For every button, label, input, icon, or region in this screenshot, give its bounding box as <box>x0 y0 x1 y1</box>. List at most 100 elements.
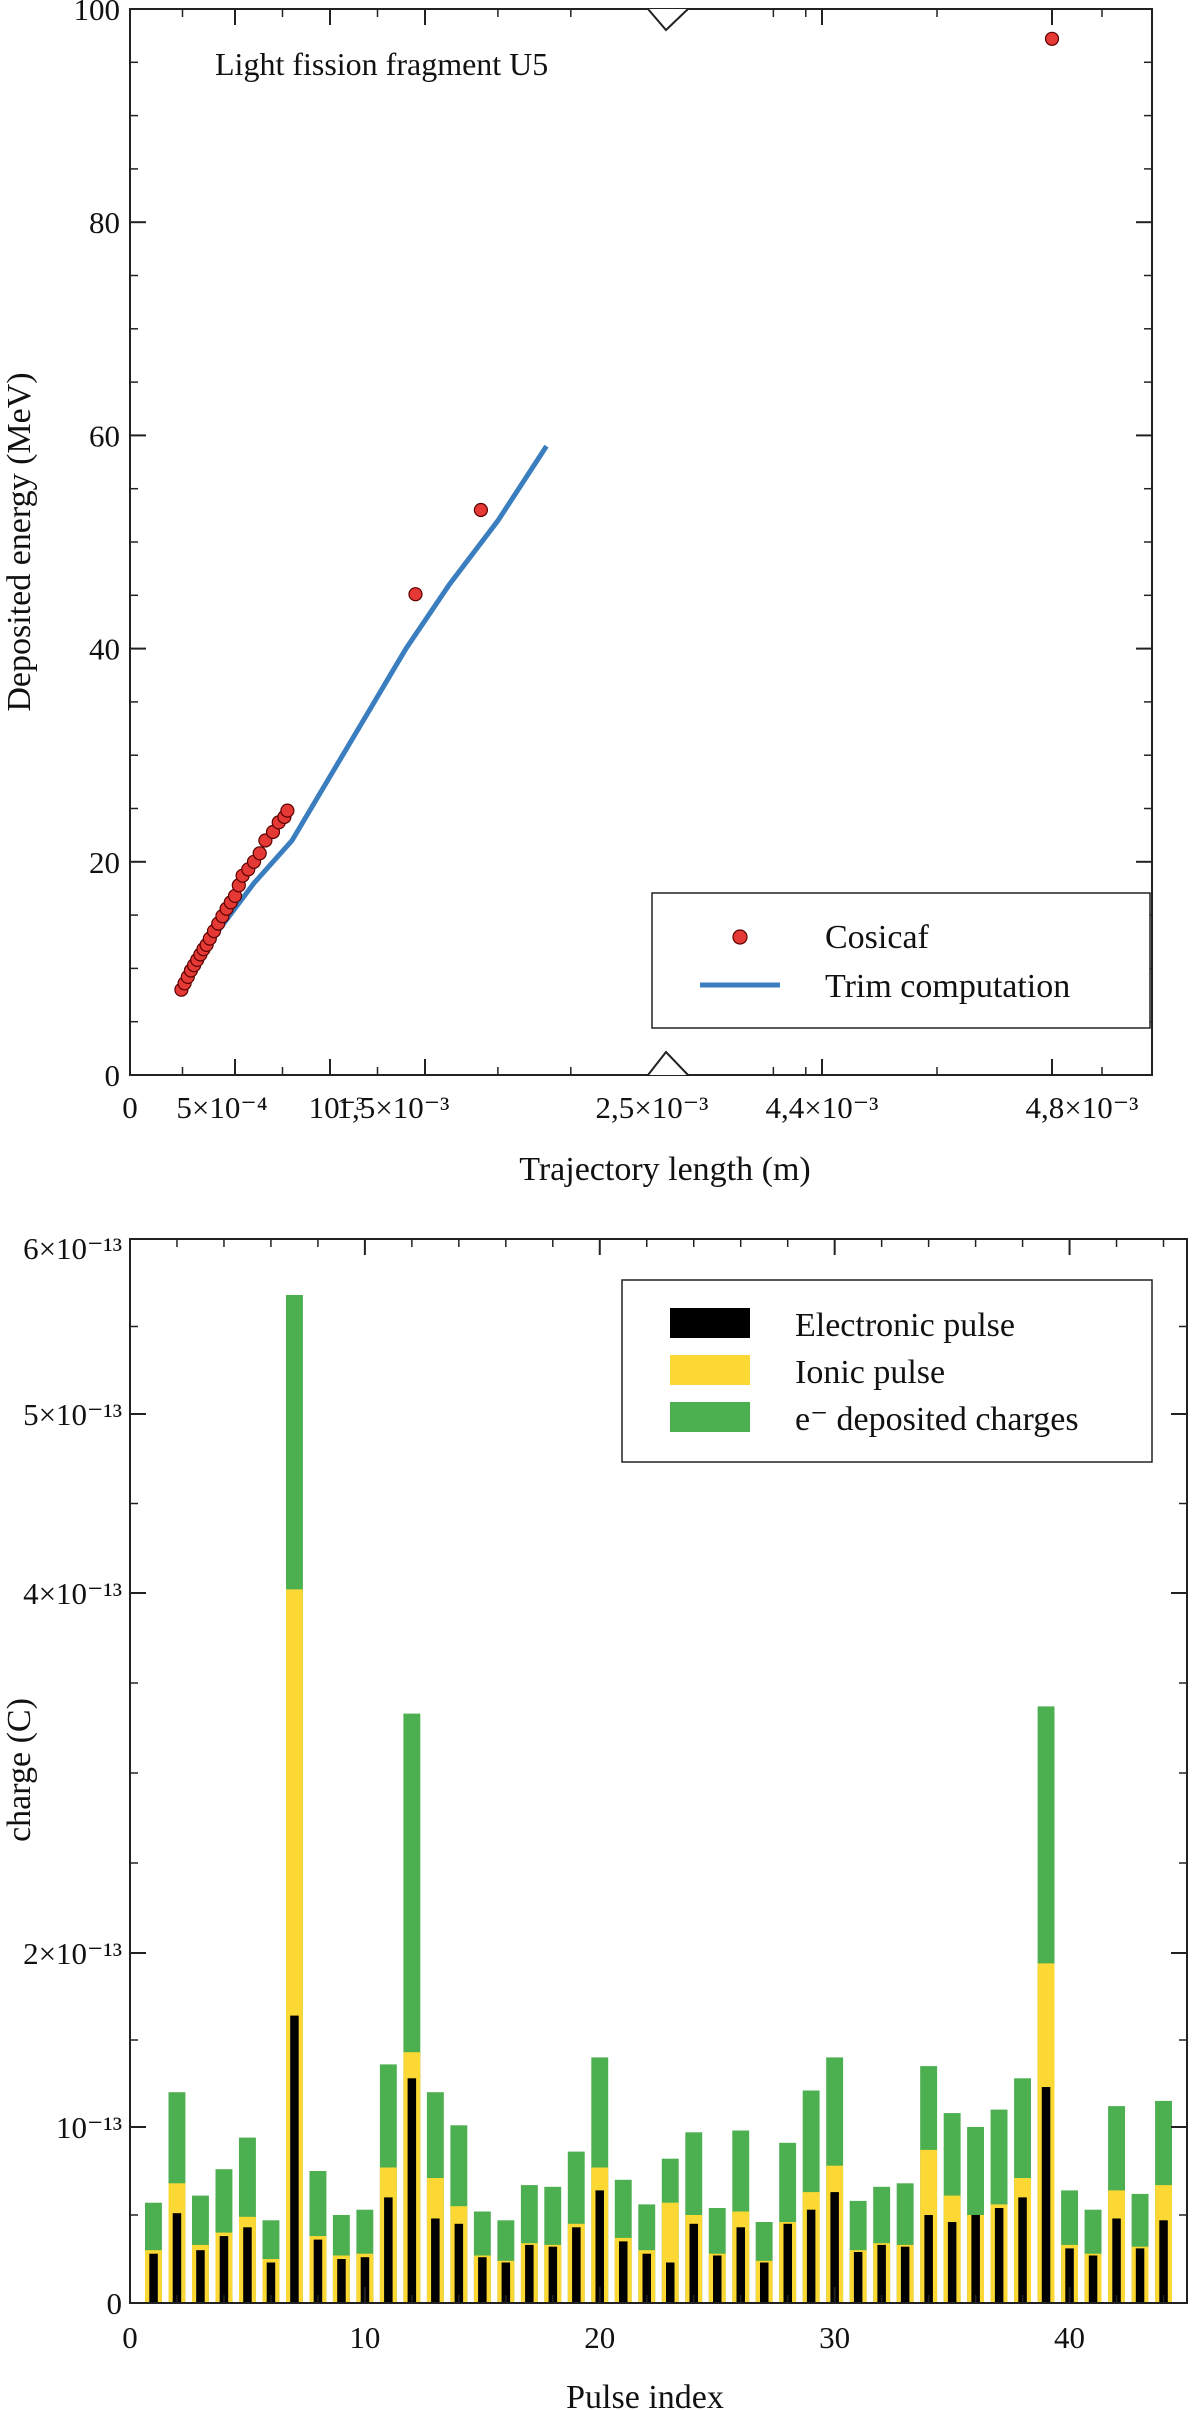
top-y-tick-label: 40 <box>89 632 120 667</box>
electronic-pulse-bar <box>830 2192 839 2303</box>
electronic-pulse-bar <box>1159 2220 1168 2303</box>
legend-ionic-swatch <box>670 1355 750 1385</box>
legend-cosicaf-marker <box>732 929 748 945</box>
cosicaf-point <box>1044 31 1060 46</box>
top-y-ticks: 0 20 40 60 80 100 <box>74 0 1152 1093</box>
top-x-tick-label: 10⁻³ <box>309 1090 366 1125</box>
legend-cosicaf-label: Cosicaf <box>825 919 930 956</box>
top-y-tick-label: 60 <box>89 418 120 453</box>
bottom-plot-frame <box>129 1238 1188 2304</box>
electronic-pulse-bar <box>1041 2087 1051 2303</box>
electronic-pulse-bar <box>290 2015 299 2303</box>
electronic-pulse-bar <box>431 2218 440 2303</box>
top-y-tick-label: 0 <box>105 1058 121 1093</box>
electronic-pulse-bar <box>572 2227 581 2303</box>
electronic-pulse-bar <box>384 2197 393 2303</box>
electronic-pulse-bar <box>407 2078 417 2303</box>
bottom-x-tick-label: 10 <box>349 2320 380 2355</box>
top-x-tick-label: 1,5×10⁻³ <box>337 1090 450 1125</box>
electronic-pulse-bar <box>478 2257 487 2303</box>
energy-vs-length-chart: 0 5×10⁻⁴ 10⁻³1,5×10⁻³ 2,5×10⁻³ 4,4×10⁻³ 4,8×1… <box>1 0 1153 1188</box>
electronic-pulse-bar <box>713 2255 722 2303</box>
bottom-y-axis-label: charge (C) <box>1 1698 38 1842</box>
top-x-ticks: 0 5×10⁻⁴ 10⁻³1,5×10⁻³ 2,5×10⁻³ 4,4×10⁻³ 4,8×1… <box>122 9 1138 1125</box>
top-x-tick-label: 4,4×10⁻³ <box>766 1090 879 1125</box>
electronic-pulse-bar <box>525 2244 534 2303</box>
top-x-axis-label: Trajectory length (m) <box>519 1151 810 1188</box>
bottom-x-tick-label: 0 <box>122 2320 138 2355</box>
bottom-x-tick-label: 20 <box>584 2320 615 2355</box>
electronic-pulse-bar <box>219 2236 229 2303</box>
electronic-pulse-bar <box>337 2259 346 2303</box>
electronic-pulse-bar <box>454 2223 464 2303</box>
electronic-pulse-bar <box>548 2246 558 2303</box>
stacked-bars <box>145 1295 1172 2303</box>
bottom-y-tick-label: 0 <box>107 2286 123 2321</box>
legend-ionic-label: Ionic pulse <box>795 1354 945 1391</box>
cosicaf-point <box>252 846 267 861</box>
top-legend-box <box>651 892 1151 1029</box>
bottom-y-tick-label: 2×10⁻¹³ <box>23 1936 122 1971</box>
legend-electronic-label: Electronic pulse <box>795 1307 1015 1344</box>
electronic-pulse-bar <box>595 2190 604 2303</box>
bottom-x-tick-label: 40 <box>1054 2320 1085 2355</box>
electronic-pulse-bar <box>619 2241 628 2303</box>
electronic-pulse-bar <box>924 2215 933 2303</box>
legend-deposited-swatch <box>670 1402 750 1432</box>
electronic-pulse-bar <box>689 2223 698 2303</box>
electronic-pulse-bar <box>971 2215 980 2303</box>
electronic-pulse-bar <box>243 2227 252 2303</box>
electronic-pulse-bar <box>877 2244 886 2303</box>
bottom-y-ticks: 0 10⁻¹³ 2×10⁻¹³ 4×10⁻¹³ 5×10⁻¹³ 6×10⁻¹³ <box>23 1231 1187 2321</box>
electronic-pulse-bar <box>149 2253 158 2303</box>
charge-per-pulse-chart: 0 10 20 30 40 0 10⁻¹³ 2×10⁻¹³ 4×10⁻¹³ 5×10⁻¹³ 6×1… <box>1 1231 1188 2410</box>
legend-deposited-label: e⁻ deposited charges <box>795 1401 1079 1438</box>
electronic-pulse-bar <box>266 2262 276 2303</box>
electronic-pulse-bar <box>642 2253 651 2303</box>
electronic-pulse-bar <box>1135 2248 1145 2303</box>
bottom-y-tick-label: 4×10⁻¹³ <box>23 1576 122 1611</box>
top-y-axis-label: Deposited energy (MeV) <box>1 372 38 711</box>
legend-trim-label: Trim computation <box>825 968 1070 1005</box>
electronic-pulse-bar <box>360 2257 370 2303</box>
cosicaf-points <box>174 31 1060 997</box>
electronic-pulse-bar <box>1088 2255 1098 2303</box>
electronic-pulse-bar <box>760 2262 769 2303</box>
electronic-pulse-bar <box>783 2223 792 2303</box>
chart-annotation: Light fission fragment U5 <box>215 46 548 82</box>
bottom-legend: Electronic pulse Ionic pulse e⁻ deposite… <box>621 1279 1153 1463</box>
electronic-pulse-bar <box>313 2239 323 2303</box>
bottom-axis-break-marker <box>647 1050 689 1076</box>
top-y-tick-label: 100 <box>74 0 121 27</box>
bottom-x-tick-label: 30 <box>819 2320 850 2355</box>
top-legend: Cosicaf Trim computation <box>651 892 1151 1029</box>
top-x-tick-label: 5×10⁻⁴ <box>176 1090 267 1125</box>
electronic-pulse-bar <box>1065 2248 1074 2303</box>
top-x-tick-label: 0 <box>122 1090 138 1125</box>
cosicaf-point <box>280 803 295 818</box>
bottom-y-tick-label: 10⁻¹³ <box>56 2110 122 2145</box>
cosicaf-point <box>408 587 423 602</box>
electronic-pulse-bar <box>994 2208 1004 2303</box>
electronic-pulse-bar <box>172 2213 182 2303</box>
electronic-pulse-bar <box>853 2252 863 2303</box>
electronic-pulse-bar <box>947 2222 957 2303</box>
bottom-x-ticks: 0 10 20 30 40 <box>122 1239 1165 2355</box>
trim-computation-line <box>178 444 549 992</box>
electronic-pulse-bar <box>196 2250 205 2303</box>
electronic-pulse-bar <box>806 2209 816 2303</box>
bottom-x-axis-label: Pulse index <box>566 2379 724 2410</box>
electronic-pulse-bar <box>1112 2218 1121 2303</box>
bottom-y-tick-label: 6×10⁻¹³ <box>23 1231 122 1266</box>
electronic-pulse-bar <box>900 2246 910 2303</box>
electronic-pulse-bar <box>666 2262 675 2303</box>
axis-break-markers <box>647 8 689 1076</box>
top-x-tick-label: 4,8×10⁻³ <box>1026 1090 1139 1125</box>
electronic-pulse-bar <box>501 2262 511 2303</box>
top-axis-break-marker <box>647 8 689 32</box>
electronic-pulse-bar <box>1018 2197 1027 2303</box>
legend-electronic-swatch <box>670 1308 750 1338</box>
bottom-y-tick-label: 5×10⁻¹³ <box>23 1397 122 1432</box>
top-y-tick-label: 80 <box>89 205 120 240</box>
